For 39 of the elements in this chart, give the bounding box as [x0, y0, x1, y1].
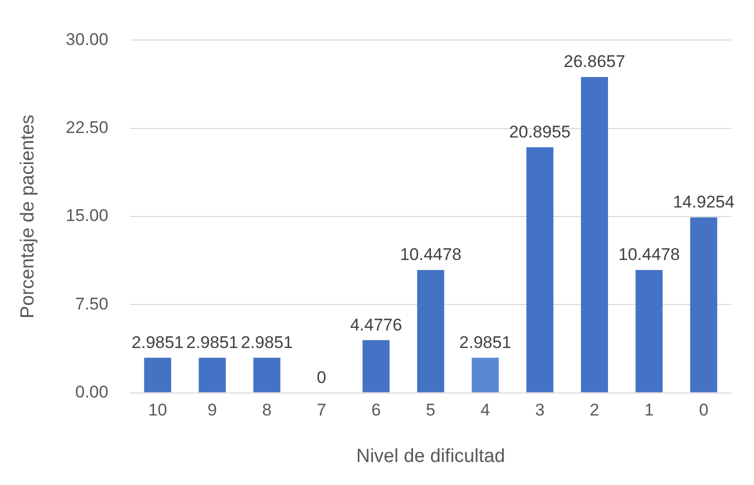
- x-tick-label: 4: [480, 400, 490, 420]
- x-tick-label: 9: [208, 400, 217, 420]
- x-tick-label: 1: [644, 400, 654, 420]
- y-tick-label: 15.00: [66, 206, 108, 226]
- y-tick-label: 22.50: [66, 118, 108, 138]
- y-tick-label: 30.00: [66, 30, 108, 49]
- bar: [362, 340, 390, 392]
- data-label: 0: [316, 368, 326, 387]
- bar: [526, 147, 554, 392]
- x-tick-label: 6: [371, 400, 381, 420]
- y-tick-label: 7.50: [75, 294, 108, 314]
- x-tick-label: 7: [316, 400, 326, 420]
- data-label: 26.8657: [564, 52, 626, 72]
- bar: [198, 358, 226, 392]
- x-tick-label: 5: [426, 400, 436, 420]
- data-label: 14.9254: [672, 192, 734, 212]
- y-axis-title: Porcentaje de pacientes: [18, 114, 39, 318]
- bar: [580, 77, 608, 392]
- x-tick-label: 2: [590, 400, 600, 420]
- data-label: 4.4776: [350, 315, 402, 334]
- bar: [253, 358, 280, 392]
- data-label: 10.4478: [400, 245, 462, 264]
- x-tick-label: 8: [262, 400, 272, 420]
- data-label: 2.9851: [459, 332, 512, 352]
- x-axis-title: Nivel de dificultad: [356, 446, 506, 467]
- data-label: 2.9851: [132, 332, 184, 352]
- bar: [144, 358, 172, 392]
- x-tick-label: 0: [698, 400, 708, 420]
- bar: [472, 358, 499, 392]
- data-label: 10.4478: [618, 245, 680, 264]
- bar: [417, 270, 444, 392]
- data-label: 2.9851: [186, 332, 238, 352]
- bar: [636, 270, 663, 392]
- data-label: 2.9851: [240, 332, 293, 352]
- x-tick-label: 3: [535, 400, 545, 420]
- data-label: 20.8955: [509, 122, 571, 142]
- bar: [690, 217, 718, 392]
- y-tick-label: 0.00: [75, 382, 108, 402]
- x-tick-label: 10: [148, 400, 168, 420]
